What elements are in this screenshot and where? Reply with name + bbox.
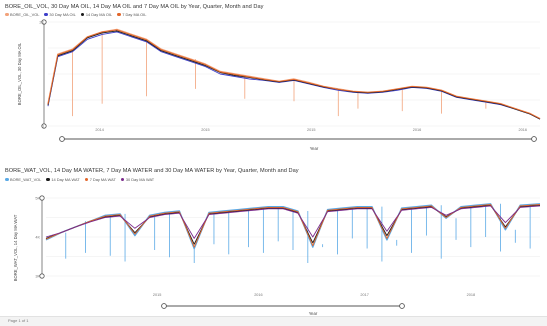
- legend-swatch-icon: [44, 12, 48, 17]
- water-y-slider-handle-bottom[interactable]: [39, 273, 45, 279]
- water-chart-legend: BORE_WAT_VOL 14 Day MA WAT 7 Day MA WAT …: [5, 177, 154, 182]
- legend-item-30-day-ma-oil[interactable]: 30 Day MA OIL: [44, 12, 76, 17]
- water-x-axis-label: Year: [309, 311, 318, 316]
- legend-item-14-day-ma-wat[interactable]: 14 Day MA WAT: [46, 177, 80, 182]
- water-y-tick-label: 3K: [35, 275, 40, 279]
- oil-x-tick-label: 2016: [519, 128, 527, 132]
- oil-x-slider-handle-left[interactable]: [59, 136, 65, 142]
- water-x-tick-label: 2015: [153, 293, 161, 297]
- water-series-4-line: [45, 205, 541, 239]
- oil-x-tick-label: 2016: [413, 128, 421, 132]
- legend-swatch-icon: [120, 177, 125, 182]
- oil-series-3-line: [47, 30, 541, 120]
- oil-x-slider-handle-right[interactable]: [531, 136, 537, 142]
- oil-chart-panel: BORE_OIL_VOL, 30 Day MA OIL, 14 Day MA O…: [0, 0, 547, 150]
- legend-swatch-icon: [5, 177, 9, 182]
- water-y-tick-label: 4K: [35, 236, 40, 240]
- oil-x-tick-label: 2014: [95, 128, 103, 132]
- legend-item-14-day-ma-oil[interactable]: 14 Day MA OIL: [80, 12, 112, 17]
- water-x-tick-label: 2017: [360, 293, 368, 297]
- oil-y-slider-handle-bottom[interactable]: [41, 123, 47, 129]
- oil-chart-legend: BORE_OIL_VOL 30 Day MA OIL 14 Day MA OIL…: [5, 12, 146, 17]
- oil-y-axis-label: BORE_OIL_VOL, 30 Day MA OIL: [17, 42, 22, 105]
- page-footer: Page 1 of 1: [0, 316, 547, 326]
- legend-item-7-day-ma-wat[interactable]: 7 Day MA WAT: [84, 177, 116, 182]
- water-y-tick-label: 5K: [35, 197, 40, 201]
- water-x-slider-handle-left[interactable]: [161, 303, 167, 309]
- footer-label: Page 1 of 1: [8, 318, 29, 323]
- oil-x-axis-label: Year: [310, 146, 319, 151]
- water-chart-panel: BORE_WAT_VOL, 14 Day MA WATER, 7 Day MA …: [0, 150, 547, 325]
- legend-item-bore-wat[interactable]: BORE_WAT_VOL: [5, 177, 41, 182]
- oil-x-tick-label: 2015: [201, 128, 209, 132]
- oil-series-2-line: [47, 31, 541, 120]
- legend-item-bore-oil[interactable]: BORE_OIL_VOL: [5, 12, 39, 17]
- oil-y-tick-label: 0: [42, 125, 44, 129]
- oil-y-tick-label: 2K: [39, 21, 44, 25]
- legend-item-30-day-ma-wat[interactable]: 30 Day MA WAT: [120, 177, 154, 182]
- oil-x-tick-label: 2015: [307, 128, 315, 132]
- water-y-axis-label: BORE_WAT_VOL, 14 Day MA WAT: [13, 214, 18, 281]
- oil-chart-title: BORE_OIL_VOL, 30 Day MA OIL, 14 Day MA O…: [5, 4, 264, 10]
- legend-item-7-day-ma-oil[interactable]: 7 Day MA OIL: [117, 12, 146, 17]
- oil-series-4-line: [47, 29, 541, 120]
- legend-swatch-icon: [84, 177, 89, 182]
- water-x-slider-handle-right[interactable]: [399, 303, 405, 309]
- legend-swatch-icon: [5, 12, 9, 17]
- legend-swatch-icon: [117, 12, 121, 17]
- water-chart-title: BORE_WAT_VOL, 14 Day MA WATER, 7 Day MA …: [5, 168, 299, 174]
- oil-y-slider-handle-top[interactable]: [41, 19, 47, 25]
- water-y-slider-handle-top[interactable]: [39, 195, 45, 201]
- water-x-tick-label: 2018: [467, 293, 475, 297]
- legend-swatch-icon: [80, 12, 85, 17]
- water-x-tick-label: 2016: [254, 293, 262, 297]
- legend-swatch-icon: [46, 177, 50, 182]
